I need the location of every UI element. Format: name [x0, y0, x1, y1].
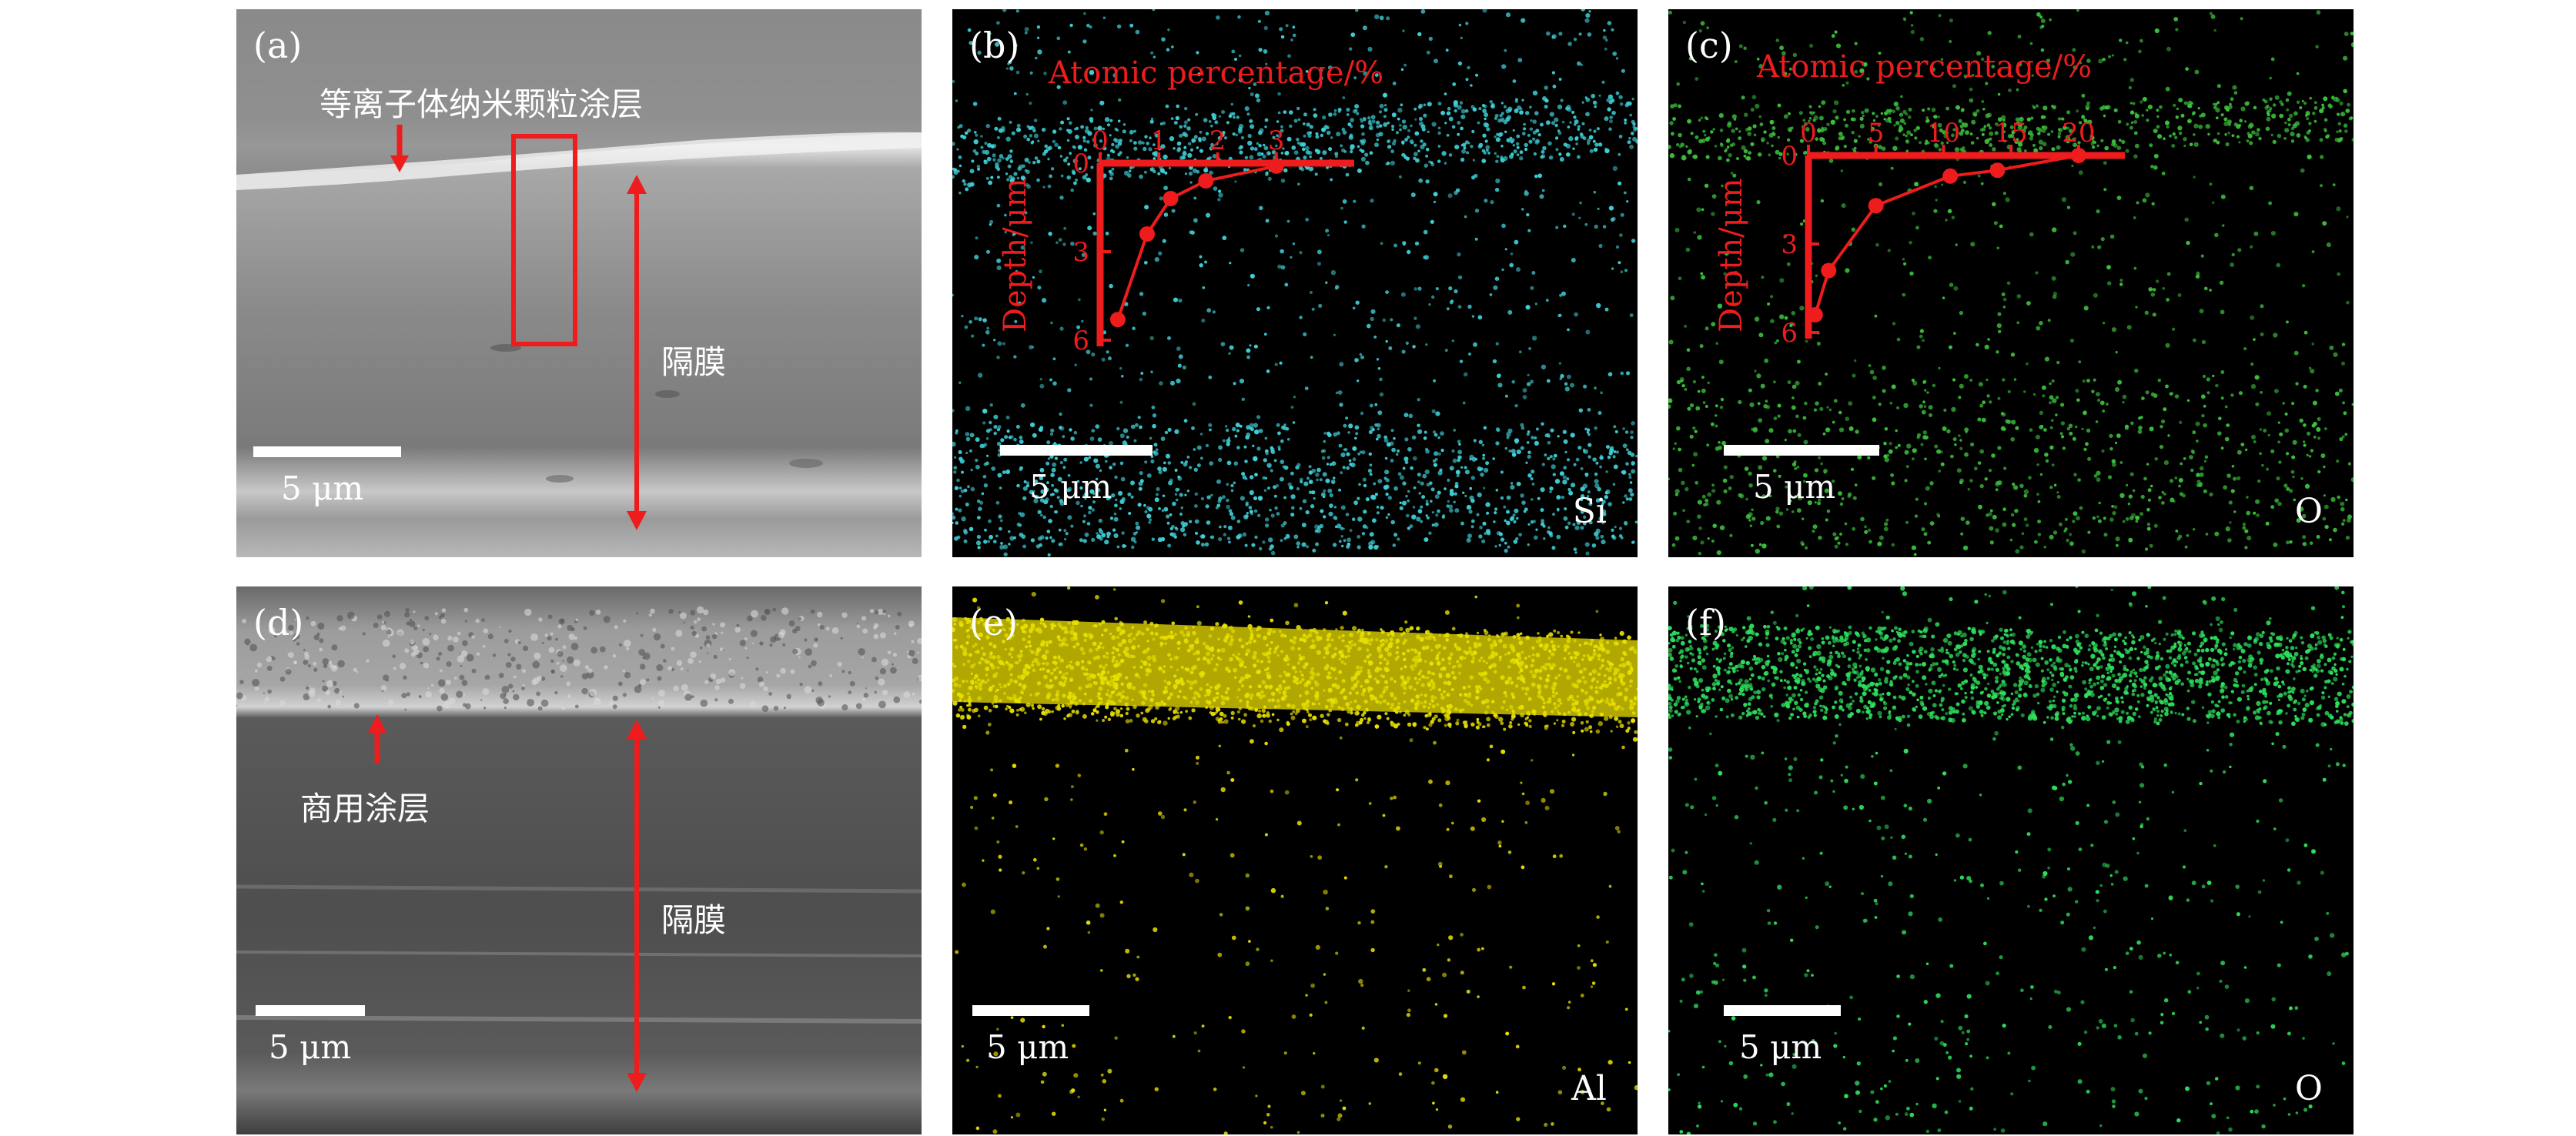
element-label-c: O — [2294, 492, 2323, 531]
data-point — [1109, 312, 1126, 328]
panel-b: Atomic percentage/% Depth/μm 0 1 2 3 0 3 6 (b)… — [952, 9, 1638, 557]
x-tick-label: 20 — [2062, 118, 2095, 149]
coating-label-d: 商用涂层 — [300, 790, 430, 827]
panel-label-d: (d) — [253, 602, 304, 643]
scale-text-d: 5 μm — [269, 1028, 352, 1066]
axes-b: 0 1 2 3 0 3 6 — [1072, 125, 1354, 356]
y-tick-label: 0 — [1781, 141, 1798, 172]
plot-b — [1109, 158, 1284, 328]
element-label-e: Al — [1571, 1069, 1607, 1108]
panel-e: (e) 5 μm Al — [952, 586, 1638, 1134]
scale-text-c: 5 μm — [1753, 468, 1836, 506]
coating-arrow-d — [368, 714, 386, 733]
data-point — [1268, 158, 1284, 174]
region-box — [511, 134, 577, 346]
scale-bar-b — [1000, 445, 1153, 456]
y-tick-label: 3 — [1072, 237, 1089, 268]
panel-d: (d) 商用涂层 隔膜 5 μm — [236, 586, 922, 1134]
series-line — [1813, 154, 2079, 316]
eds-map-o-c — [1668, 9, 2354, 557]
scale-bar-e — [972, 1005, 1089, 1016]
eds-map-si — [952, 9, 1638, 557]
separator-label-a: 隔膜 — [661, 343, 727, 381]
scale-bar-c — [1724, 445, 1879, 456]
panel-a: (a) 等离子体纳米颗粒涂层 隔膜 5 μm — [236, 9, 922, 557]
annotations-d — [368, 714, 647, 1092]
panel-label-e: (e) — [969, 602, 1019, 643]
y-tick-label: 6 — [1072, 326, 1089, 356]
data-point — [1821, 262, 1837, 279]
data-point — [1163, 191, 1179, 206]
y-tick-label: 6 — [1781, 318, 1798, 349]
ylabel-b: Depth/μm — [998, 178, 1033, 332]
scale-text-a: 5 μm — [281, 469, 364, 507]
element-label-b: Si — [1572, 492, 1607, 531]
panel-label-b: (b) — [969, 25, 1020, 66]
separator-label-d: 隔膜 — [661, 901, 727, 939]
x-tick-label: 1 — [1150, 125, 1167, 156]
data-point — [1868, 198, 1884, 214]
eds-map-o-f — [1668, 586, 2354, 1134]
coating-arrow — [390, 155, 409, 172]
scale-text-b: 5 μm — [1029, 468, 1112, 506]
data-point — [1807, 307, 1823, 322]
ylabel-c: Depth/μm — [1714, 178, 1749, 332]
sem-image-d — [236, 586, 922, 1134]
y-tick-label: 0 — [1072, 149, 1089, 179]
data-point — [1989, 162, 2006, 179]
x-tick-label: 5 — [1868, 118, 1885, 149]
data-point — [1139, 226, 1155, 242]
panel-label-c: (c) — [1685, 25, 1733, 66]
panel-label-a: (a) — [253, 25, 303, 66]
data-point — [2070, 148, 2086, 163]
x-tick-label: 2 — [1209, 125, 1226, 156]
si-dots — [952, 9, 1638, 557]
x-tick-label: 0 — [1092, 125, 1109, 156]
scale-text-f: 5 μm — [1739, 1028, 1822, 1066]
sem-image-a — [236, 9, 922, 557]
al-dots — [952, 586, 1638, 1134]
scale-bar-f — [1724, 1005, 1841, 1016]
y-tick-label: 3 — [1781, 229, 1798, 260]
eds-map-al — [952, 586, 1638, 1134]
scale-bar-d — [256, 1005, 365, 1016]
scale-bar-a — [253, 446, 401, 457]
scale-text-e: 5 μm — [986, 1028, 1069, 1066]
x-tick-label: 10 — [1927, 118, 1960, 149]
xlabel-c: Atomic percentage/% — [1756, 49, 2092, 85]
plot-c — [1807, 148, 2086, 322]
panel-c: Atomic percentage/% Depth/μm 0 5 10 15 20 0 3 6… — [1668, 9, 2354, 557]
element-label-f: O — [2294, 1069, 2323, 1108]
o-dots-f — [1668, 586, 2354, 1134]
depth-profile-o: Atomic percentage/% Depth/μm 0 5 10 15 20 0 3 6 — [1714, 49, 2125, 349]
annotations-a — [390, 125, 647, 530]
o-dots-c — [1668, 9, 2354, 556]
data-point — [1198, 173, 1214, 189]
series-line — [1116, 164, 1277, 320]
panel-f: (f) 5 μm O — [1668, 586, 2354, 1134]
coating-label-a: 等离子体纳米颗粒涂层 — [319, 85, 644, 123]
x-tick-label: 0 — [1800, 118, 1817, 149]
panel-label-f: (f) — [1685, 602, 1726, 643]
coating-texture — [236, 606, 922, 712]
xlabel-b: Atomic percentage/% — [1048, 55, 1383, 91]
x-tick-label: 15 — [1995, 118, 2028, 149]
x-tick-label: 3 — [1268, 125, 1285, 156]
data-point — [1942, 168, 1959, 184]
depth-profile-si: Atomic percentage/% Depth/μm 0 1 2 3 0 3 6 — [998, 55, 1383, 356]
